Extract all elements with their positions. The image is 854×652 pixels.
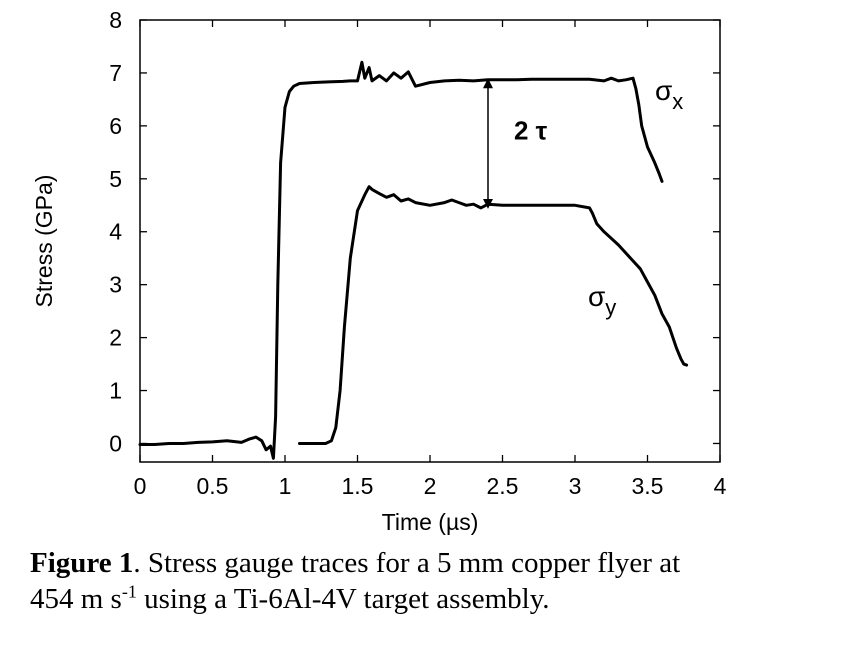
x-tick-label: 1	[279, 473, 292, 499]
series-line-sigma-x	[138, 60, 664, 460]
y-tick-label: 8	[109, 7, 122, 33]
x-tick-label: 0	[134, 473, 147, 499]
y-tick-label: 6	[109, 113, 122, 139]
x-tick-label: 3.5	[632, 473, 664, 499]
plot-frame	[139, 19, 721, 463]
y-tick-label: 3	[109, 272, 122, 298]
series-label-sigma-y: σy	[588, 281, 616, 320]
y-tick-label: 7	[109, 60, 122, 86]
series-label-sigma-x: σx	[655, 75, 683, 114]
figure-caption: Figure 1. Stress gauge traces for a 5 mm…	[30, 545, 845, 617]
series-line-sigma-y	[298, 185, 689, 445]
annotation-group: 2 τ	[483, 78, 548, 209]
y-tick-label: 4	[109, 219, 122, 245]
caption-text-line2-post: using a Ti-6Al-4V target assembly.	[136, 583, 550, 615]
two-tau-label: 2 τ	[514, 116, 548, 146]
x-tick-label: 2.5	[487, 473, 519, 499]
y-tick-label: 1	[109, 378, 122, 404]
caption-label: Figure 1	[30, 547, 134, 579]
x-tick-label: 3	[569, 473, 582, 499]
axis-ticks: 0 0.5 1 1.5 2 2.5 3 3.5 4 0 1 2 3 4 5 6 7 8	[109, 7, 726, 499]
x-tick-label: 1.5	[342, 473, 374, 499]
x-axis-title: Time (µs)	[382, 509, 479, 535]
caption-text-line1: . Stress gauge traces for a 5 mm copper …	[133, 547, 681, 579]
x-tick-label: 2	[424, 473, 437, 499]
y-axis-title: Stress (GPa)	[31, 175, 57, 308]
y-tick-label: 5	[109, 166, 122, 192]
caption-text-line2-sup: -1	[121, 581, 137, 602]
y-tick-label: 2	[109, 325, 122, 351]
stress-time-chart: 0 0.5 1 1.5 2 2.5 3 3.5 4 0 1 2 3 4 5 6 7 8 σx σy 2 τ Time…	[31, 7, 727, 535]
x-tick-label: 0.5	[197, 473, 229, 499]
y-tick-label: 0	[109, 430, 122, 456]
caption-text-line2-pre: 454 m s	[30, 583, 122, 615]
x-tick-label: 4	[714, 473, 727, 499]
series-group: σx σy	[138, 60, 689, 460]
